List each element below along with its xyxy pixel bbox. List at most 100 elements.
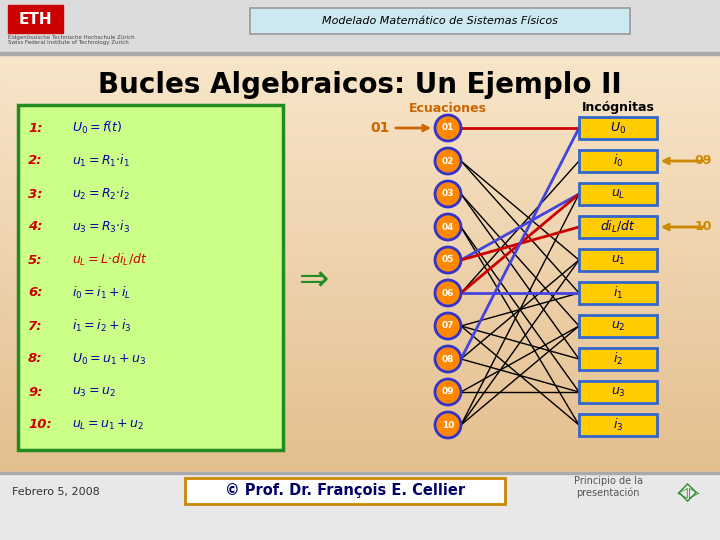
Bar <box>0 335 720 338</box>
Bar <box>0 435 720 437</box>
Bar <box>0 46 720 49</box>
Bar <box>0 11 720 14</box>
Text: $U_0 = u_1 + u_3$: $U_0 = u_1 + u_3$ <box>72 352 146 367</box>
Bar <box>0 397 720 400</box>
Text: $i_0 = i_1 + i_L$: $i_0 = i_1 + i_L$ <box>72 285 131 301</box>
Bar <box>0 116 720 119</box>
Bar <box>0 405 720 408</box>
Text: $U_0 = f(t)$: $U_0 = f(t)$ <box>72 120 122 136</box>
Bar <box>0 472 720 475</box>
Bar <box>0 281 720 284</box>
Bar <box>0 359 720 362</box>
Bar <box>0 157 720 159</box>
Bar <box>0 19 720 22</box>
Bar <box>0 470 720 472</box>
Text: 01: 01 <box>442 124 454 132</box>
Text: ◁: ◁ <box>677 485 688 499</box>
Text: $u_L$: $u_L$ <box>611 187 625 200</box>
Bar <box>0 211 720 213</box>
Text: 10: 10 <box>695 220 712 233</box>
Bar <box>0 94 720 97</box>
Bar <box>0 51 720 54</box>
Bar <box>0 76 720 78</box>
Bar <box>0 105 720 108</box>
Bar <box>0 81 720 84</box>
Bar <box>0 432 720 435</box>
FancyBboxPatch shape <box>579 249 657 271</box>
Bar <box>0 367 720 370</box>
Bar <box>0 184 720 186</box>
Text: 4:: 4: <box>28 220 42 233</box>
Bar <box>0 502 720 505</box>
Bar <box>8 5 63 33</box>
Bar <box>0 500 720 502</box>
Bar <box>0 0 720 55</box>
Bar <box>0 181 720 184</box>
Bar <box>0 370 720 373</box>
Bar <box>0 24 720 27</box>
Bar <box>0 526 720 529</box>
Bar <box>0 205 720 208</box>
Bar <box>0 481 720 483</box>
Text: 10:: 10: <box>28 418 52 431</box>
Text: 1:: 1: <box>28 122 42 134</box>
Bar <box>0 313 720 316</box>
Text: $u_1 = R_1{\cdot}i_1$: $u_1 = R_1{\cdot}i_1$ <box>72 153 130 169</box>
Text: 9:: 9: <box>28 386 42 399</box>
Text: $u_3$: $u_3$ <box>611 386 626 399</box>
Bar <box>0 462 720 464</box>
Bar <box>0 416 720 418</box>
Bar <box>0 240 720 243</box>
Circle shape <box>435 247 461 273</box>
Bar <box>0 100 720 103</box>
Bar <box>0 143 720 146</box>
Bar <box>0 130 720 132</box>
Bar <box>0 346 720 348</box>
Text: Incógnitas: Incógnitas <box>582 102 654 114</box>
Text: Modelado Matemático de Sistemas Físicos: Modelado Matemático de Sistemas Físicos <box>322 16 558 26</box>
Bar <box>0 227 720 229</box>
Bar <box>0 73 720 76</box>
Circle shape <box>435 313 461 339</box>
Circle shape <box>435 280 461 306</box>
Bar <box>0 173 720 176</box>
Bar <box>0 381 720 383</box>
Bar <box>0 292 720 294</box>
Bar <box>0 429 720 432</box>
Bar <box>0 148 720 151</box>
FancyBboxPatch shape <box>579 282 657 304</box>
Text: 08: 08 <box>442 354 454 363</box>
Bar <box>0 248 720 251</box>
Bar <box>0 122 720 124</box>
Text: Eidgenössische Technische Hochschule Zürich: Eidgenössische Technische Hochschule Zür… <box>8 35 135 40</box>
Bar <box>0 300 720 302</box>
Bar <box>0 119 720 122</box>
Bar <box>0 454 720 456</box>
Bar <box>0 14 720 16</box>
Bar <box>0 392 720 394</box>
Text: Bucles Algebraicos: Un Ejemplo II: Bucles Algebraicos: Un Ejemplo II <box>98 71 622 99</box>
Bar <box>0 329 720 332</box>
Bar <box>0 418 720 421</box>
Text: $i_3$: $i_3$ <box>613 417 624 433</box>
Bar <box>0 138 720 140</box>
Bar <box>0 459 720 462</box>
Bar <box>0 108 720 111</box>
Bar <box>0 354 720 356</box>
Bar <box>0 508 720 510</box>
Bar <box>0 124 720 127</box>
Text: $i_1 = i_2 + i_3$: $i_1 = i_2 + i_3$ <box>72 318 132 334</box>
Bar <box>0 127 720 130</box>
Bar <box>0 348 720 351</box>
Bar <box>0 159 720 162</box>
Bar <box>0 16 720 19</box>
Text: $i_1$: $i_1$ <box>613 285 623 301</box>
Bar <box>0 424 720 427</box>
Text: ◇: ◇ <box>678 480 698 504</box>
Bar <box>0 103 720 105</box>
Bar <box>0 32 720 35</box>
FancyBboxPatch shape <box>579 216 657 238</box>
Bar <box>0 200 720 202</box>
FancyBboxPatch shape <box>250 8 630 34</box>
Bar <box>0 192 720 194</box>
